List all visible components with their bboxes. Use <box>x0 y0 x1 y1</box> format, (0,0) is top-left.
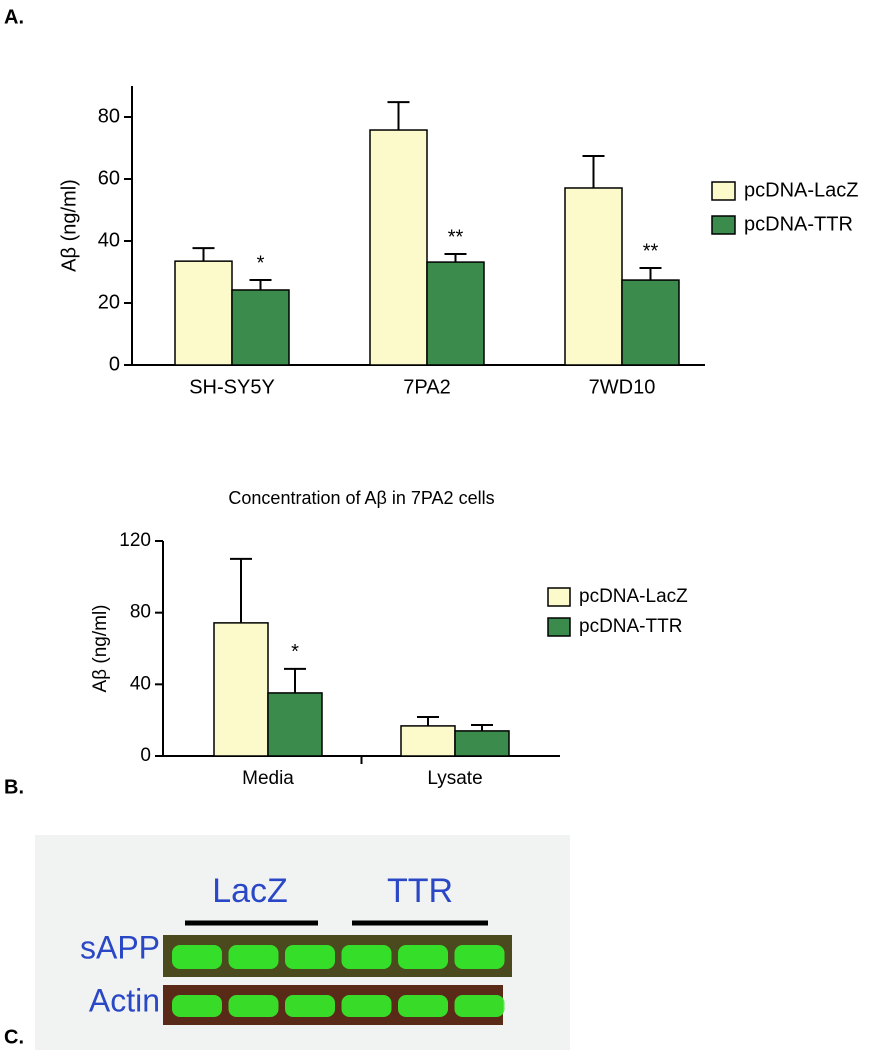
y-tick-label: 80 <box>98 105 120 127</box>
chart: 0 20 40 60 80 Aβ (ng/ml) SH-SY5Y * 7PA2 ** 7WD10 **… <box>58 86 858 398</box>
blot-band <box>454 995 505 1017</box>
panel-label: B. <box>4 776 24 798</box>
legend-swatch <box>711 181 736 201</box>
bar <box>231 289 290 366</box>
bands <box>172 945 505 1017</box>
error-bar <box>444 253 467 263</box>
panel-label: A. <box>4 6 24 28</box>
blot-band <box>285 945 335 969</box>
significance: * <box>257 252 265 274</box>
y-axis-label: Aβ (ng/ml) <box>58 179 80 272</box>
x-tick-label: Lysate <box>427 768 482 789</box>
significance: ** <box>643 240 659 262</box>
bar <box>267 692 323 757</box>
y-tick-label: 60 <box>98 167 120 189</box>
error-bar <box>249 279 272 290</box>
significance: * <box>291 641 299 663</box>
significance: ** <box>448 226 464 248</box>
blot-row-label: sAPP <box>80 929 160 965</box>
blot-band <box>341 995 392 1017</box>
bar <box>174 260 233 366</box>
legend-label: pcDNA-LacZ <box>579 586 688 607</box>
y-axis-label: Aβ (ng/ml) <box>90 605 111 693</box>
blot-band <box>398 945 448 969</box>
error-bar <box>582 155 605 188</box>
x-tick-label: 7PA2 <box>403 376 450 398</box>
legend-swatch <box>547 587 571 607</box>
blot-band <box>341 945 392 969</box>
error-bar <box>284 667 306 693</box>
bar <box>454 730 510 757</box>
blot-band <box>398 995 448 1017</box>
blot-band <box>285 995 335 1017</box>
error-bar <box>192 247 215 262</box>
y-tick-label: 120 <box>119 530 151 551</box>
legend-label: pcDNA-TTR <box>579 616 682 637</box>
blot-group-label: TTR <box>387 872 453 910</box>
bar <box>564 187 623 366</box>
y-tick-label: 0 <box>140 745 151 766</box>
bar <box>400 725 456 757</box>
bar <box>621 279 680 366</box>
legend-label: pcDNA-TTR <box>744 213 853 235</box>
chart-title: Concentration of Aβ in 7PA2 cells <box>228 488 494 508</box>
bar <box>426 261 485 366</box>
x-tick-label: 7WD10 <box>589 376 656 398</box>
error-bar <box>417 715 439 726</box>
y-tick-label: 40 <box>98 229 120 251</box>
x-tick-label: SH-SY5Y <box>189 376 275 398</box>
y-tick-label: 0 <box>109 353 120 375</box>
chart: Concentration of Aβ in 7PA2 cells 0 40 80 12… <box>90 488 688 789</box>
blot-band <box>228 945 279 969</box>
error-bar <box>639 266 662 281</box>
western-blot: LacZ TTR sAPP Actin <box>35 835 570 1050</box>
blot-band <box>228 995 279 1017</box>
bar <box>213 622 269 757</box>
panel-label: C. <box>4 1026 24 1048</box>
bar <box>369 129 428 366</box>
blot-band <box>454 945 505 969</box>
legend-label: pcDNA-LacZ <box>744 179 858 201</box>
y-tick-label: 80 <box>130 602 151 623</box>
x-tick-label: Media <box>242 768 294 789</box>
blot-row-label: Actin <box>89 982 160 1018</box>
legend-swatch <box>547 617 571 637</box>
error-bar <box>230 557 252 623</box>
blot-band <box>172 945 222 969</box>
error-bar <box>471 724 493 731</box>
blot-group-label: LacZ <box>212 872 288 910</box>
legend-swatch <box>711 215 736 235</box>
error-bar <box>387 101 410 131</box>
y-tick-label: 20 <box>98 291 120 313</box>
y-tick-label: 40 <box>130 673 151 694</box>
blot-band <box>172 995 222 1017</box>
